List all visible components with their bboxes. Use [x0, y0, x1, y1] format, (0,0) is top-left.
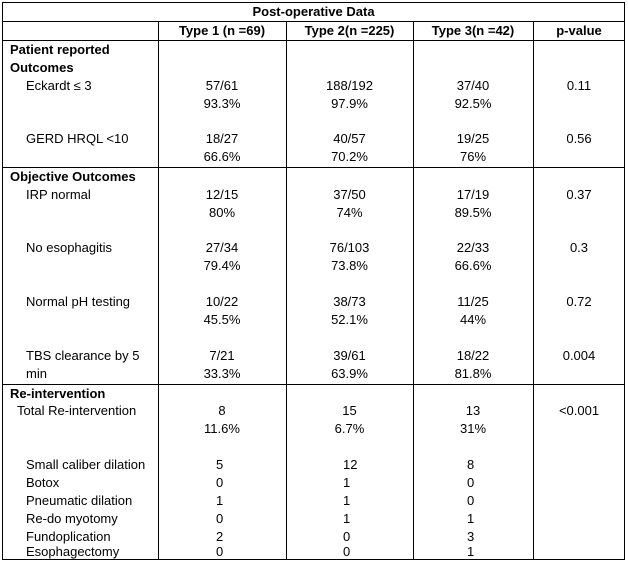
- cell-percent: 89.5%: [454, 205, 492, 220]
- cell-count: 57/61: [205, 78, 239, 93]
- cell-count: 1: [343, 511, 351, 526]
- column-divider: [286, 21, 287, 559]
- cell-percent: 6.7%: [334, 421, 365, 436]
- cell-count: 17/19: [456, 187, 490, 202]
- p-value: <0.001: [558, 403, 600, 418]
- section-header: Objective Outcomes: [10, 169, 136, 184]
- row-label: Botox: [26, 475, 60, 490]
- cell-percent: 66.6%: [203, 149, 241, 164]
- cell-count: 13: [465, 403, 481, 418]
- row-label: IRP normal: [26, 187, 91, 202]
- p-value: 0.3: [569, 240, 589, 255]
- row-label: GERD HRQL <10: [26, 131, 129, 146]
- cell-count: 10/22: [205, 294, 239, 309]
- cell-count: 12/15: [205, 187, 239, 202]
- cell-count: 18/22: [456, 348, 490, 363]
- cell-percent: 81.8%: [454, 366, 492, 381]
- cell-count: 0: [467, 493, 475, 508]
- cell-count: 37/50: [333, 187, 366, 202]
- row-label: Fundoplication: [26, 529, 111, 544]
- cell-count: 7/21: [209, 348, 235, 363]
- column-header-type1: Type 1 (n =69): [178, 23, 266, 38]
- row-label: Normal pH testing: [26, 294, 131, 309]
- cell-count: 8: [218, 403, 226, 418]
- cell-count: 188/192: [326, 78, 373, 93]
- cell-count: 0: [467, 475, 475, 490]
- p-value: 0.37: [566, 187, 592, 202]
- cell-count: 1: [343, 475, 351, 490]
- row-label: min: [26, 366, 47, 381]
- row-label: Total Re-intervention: [17, 403, 137, 418]
- cell-count: 8: [467, 457, 475, 472]
- cell-percent: 63.9%: [331, 366, 368, 381]
- cell-count: 18/27: [205, 131, 239, 146]
- column-header-pvalue: p-value: [556, 23, 602, 38]
- cell-count: 1: [216, 493, 224, 508]
- cell-count: 38/73: [333, 294, 366, 309]
- cell-percent: 31%: [459, 421, 487, 436]
- cell-count: 76/103: [329, 240, 370, 255]
- cell-count: 19/25: [456, 131, 490, 146]
- row-label: Esophagectomy: [26, 544, 120, 559]
- cell-percent: 45.5%: [203, 312, 241, 327]
- p-value: 0.004: [562, 348, 596, 363]
- cell-count: 0: [216, 475, 224, 490]
- cell-percent: 11.6%: [204, 421, 240, 436]
- cell-count: 1: [343, 493, 351, 508]
- cell-percent: 70.2%: [331, 149, 368, 164]
- p-value: 0.72: [566, 294, 592, 309]
- cell-count: 5: [216, 457, 224, 472]
- column-header-type2: Type 2(n =225): [304, 23, 395, 38]
- p-value: 0.11: [566, 78, 592, 93]
- cell-percent: 33.3%: [203, 366, 241, 381]
- cell-count: 39/61: [333, 348, 366, 363]
- column-header-type3: Type 3(n =42): [431, 23, 515, 38]
- rule: [3, 21, 624, 22]
- cell-percent: 79.4%: [203, 258, 241, 273]
- row-label: No esophagitis: [26, 240, 112, 255]
- cell-percent: 80%: [208, 205, 236, 220]
- cell-percent: 73.8%: [331, 258, 368, 273]
- cell-percent: 92.5%: [454, 96, 492, 111]
- cell-percent: 93.3%: [203, 96, 241, 111]
- row-label: Eckardt ≤ 3: [26, 78, 92, 93]
- cell-count: 11/25: [457, 294, 489, 309]
- cell-count: 0: [343, 529, 351, 544]
- p-value: 0.56: [566, 131, 592, 146]
- section-header: Outcomes: [10, 60, 74, 75]
- cell-percent: 44%: [459, 312, 487, 327]
- cell-count: 0: [216, 511, 224, 526]
- cell-count: 22/33: [456, 240, 490, 255]
- rule: [3, 40, 624, 41]
- row-label: Small caliber dilation: [26, 457, 146, 472]
- cell-percent: 97.9%: [331, 96, 368, 111]
- cell-count: 0: [343, 544, 351, 559]
- cell-count: 27/34: [205, 240, 239, 255]
- cell-percent: 52.1%: [331, 312, 368, 327]
- cell-percent: 76%: [459, 149, 487, 164]
- cell-count: 12: [343, 457, 358, 472]
- cell-count: 2: [216, 529, 224, 544]
- table-title: Post-operative Data: [252, 4, 375, 19]
- rule: [3, 167, 624, 168]
- cell-count: 1: [467, 544, 475, 559]
- column-divider: [158, 21, 159, 559]
- row-label: Pneumatic dilation: [26, 493, 133, 508]
- column-divider: [413, 21, 414, 559]
- cell-count: 40/57: [333, 131, 366, 146]
- section-header: Re-intervention: [10, 386, 106, 401]
- column-divider: [533, 21, 534, 559]
- cell-count: 1: [467, 511, 475, 526]
- rule: [3, 384, 624, 385]
- cell-count: 37/40: [456, 78, 490, 93]
- row-label: Re-do myotomy: [26, 511, 118, 526]
- section-header: Patient reported: [10, 42, 110, 57]
- row-label: TBS clearance by 5: [26, 348, 140, 363]
- cell-percent: 66.6%: [454, 258, 492, 273]
- cell-percent: 74%: [336, 205, 363, 220]
- cell-count: 0: [216, 544, 224, 559]
- cell-count: 15: [342, 403, 357, 418]
- cell-count: 3: [467, 529, 475, 544]
